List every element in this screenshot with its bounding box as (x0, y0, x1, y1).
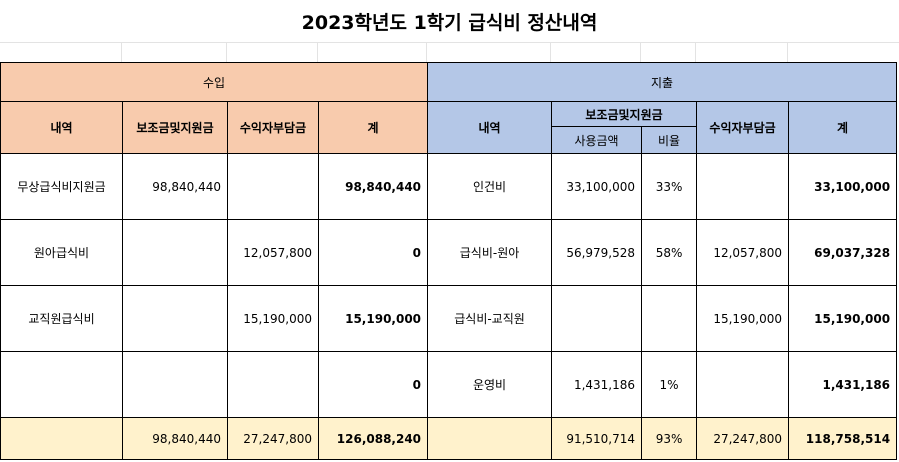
income-total-cell[interactable]: 0 (317, 351, 429, 418)
expense-col-total[interactable]: 계 (788, 101, 898, 154)
blank-cell[interactable] (0, 42, 122, 62)
sheet-title: 2023학년도 1학기 급식비 정산내역 (0, 0, 899, 43)
expense-col-ratio[interactable]: 비율 (641, 126, 698, 154)
expense-total-cell[interactable]: 15,190,000 (788, 285, 898, 352)
income-col-support[interactable]: 보조금및지원금 (122, 101, 228, 154)
expense-total-cell[interactable]: 33,100,000 (788, 153, 898, 220)
blank-cell[interactable] (427, 42, 551, 62)
total-expense-item[interactable] (427, 417, 553, 460)
total-income-support[interactable]: 98,840,440 (122, 417, 228, 460)
income-header[interactable]: 수입 (0, 62, 429, 102)
income-item-cell[interactable] (0, 351, 123, 418)
expense-ratio-cell[interactable]: 1% (641, 351, 698, 418)
expense-total-cell[interactable]: 69,037,328 (788, 219, 898, 286)
settlement-table: 수입 지출 내역 보조금및지원금 수익자부담금 계 내역 보조금및지원금 수익자… (0, 62, 898, 460)
income-burden-cell[interactable] (227, 351, 319, 418)
expense-col-item[interactable]: 내역 (427, 101, 553, 154)
income-col-item[interactable]: 내역 (0, 101, 123, 154)
income-col-total[interactable]: 계 (317, 101, 429, 154)
total-income-total[interactable]: 126,088,240 (317, 417, 429, 460)
expense-item-cell[interactable]: 급식비-교직원 (427, 285, 553, 352)
income-col-burden[interactable]: 수익자부담금 (227, 101, 319, 154)
income-total-cell[interactable]: 0 (317, 219, 429, 286)
income-item-cell[interactable]: 무상급식비지원금 (0, 153, 123, 220)
expense-used-cell[interactable]: 56,979,528 (551, 219, 643, 286)
blank-cell[interactable] (227, 42, 318, 62)
blank-cell[interactable] (696, 42, 788, 62)
expense-col-support[interactable]: 보조금및지원금 (551, 101, 698, 127)
expense-item-cell[interactable]: 인건비 (427, 153, 553, 220)
income-item-cell[interactable]: 원아급식비 (0, 219, 123, 286)
income-support-cell[interactable] (122, 285, 228, 352)
expense-used-cell[interactable]: 1,431,186 (551, 351, 643, 418)
expense-total-cell[interactable]: 1,431,186 (788, 351, 898, 418)
table-row: 무상급식비지원금 98,840,440 98,840,440 인건비 33,10… (0, 153, 898, 220)
income-support-cell[interactable] (122, 219, 228, 286)
total-expense-total[interactable]: 118,758,514 (788, 417, 898, 460)
expense-header[interactable]: 지출 (427, 62, 898, 102)
table-row: 0 운영비 1,431,186 1% 1,431,186 (0, 351, 898, 418)
total-row: 98,840,440 27,247,800 126,088,240 91,510… (0, 417, 898, 460)
total-label-cell[interactable] (0, 417, 123, 460)
expense-burden-cell[interactable]: 15,190,000 (696, 285, 790, 352)
income-item-cell[interactable]: 교직원급식비 (0, 285, 123, 352)
total-expense-ratio[interactable]: 93% (641, 417, 698, 460)
income-burden-cell[interactable] (227, 153, 319, 220)
expense-ratio-cell[interactable]: 58% (641, 219, 698, 286)
income-burden-cell[interactable]: 15,190,000 (227, 285, 319, 352)
blank-cell[interactable] (551, 42, 641, 62)
expense-item-cell[interactable]: 급식비-원아 (427, 219, 553, 286)
income-support-cell[interactable] (122, 351, 228, 418)
expense-burden-cell[interactable]: 12,057,800 (696, 219, 790, 286)
expense-burden-cell[interactable] (696, 351, 790, 418)
total-expense-used[interactable]: 91,510,714 (551, 417, 643, 460)
blank-cell[interactable] (122, 42, 227, 62)
expense-burden-cell[interactable] (696, 153, 790, 220)
expense-used-cell[interactable]: 33,100,000 (551, 153, 643, 220)
income-total-cell[interactable]: 98,840,440 (317, 153, 429, 220)
expense-item-cell[interactable]: 운영비 (427, 351, 553, 418)
table-row: 원아급식비 12,057,800 0 급식비-원아 56,979,528 58%… (0, 219, 898, 286)
expense-ratio-cell[interactable]: 33% (641, 153, 698, 220)
expense-col-burden[interactable]: 수익자부담금 (696, 101, 790, 154)
total-expense-burden[interactable]: 27,247,800 (696, 417, 790, 460)
income-support-cell[interactable]: 98,840,440 (122, 153, 228, 220)
table-row: 교직원급식비 15,190,000 15,190,000 급식비-교직원 15,… (0, 285, 898, 352)
blank-row (0, 42, 899, 62)
income-burden-cell[interactable]: 12,057,800 (227, 219, 319, 286)
blank-cell[interactable] (641, 42, 696, 62)
total-income-burden[interactable]: 27,247,800 (227, 417, 319, 460)
income-total-cell[interactable]: 15,190,000 (317, 285, 429, 352)
expense-ratio-cell[interactable] (641, 285, 698, 352)
expense-col-used[interactable]: 사용금액 (551, 126, 643, 154)
blank-cell[interactable] (318, 42, 427, 62)
expense-used-cell[interactable] (551, 285, 643, 352)
